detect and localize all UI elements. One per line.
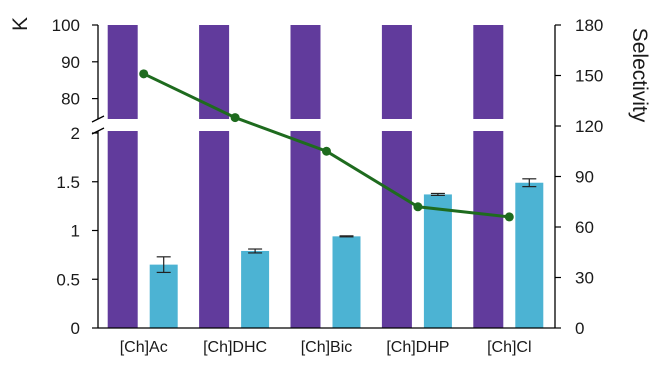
bar-blue xyxy=(332,236,361,328)
right-axis-title: Selectivity xyxy=(628,28,651,123)
selectivity-point xyxy=(230,113,240,123)
category-label: [Ch]Cl xyxy=(487,339,531,356)
category-label: [Ch]DHC xyxy=(203,339,267,356)
axis-break-gap xyxy=(90,119,563,131)
bars-layer xyxy=(90,25,563,328)
category-label: [Ch]DHP xyxy=(386,339,449,356)
left-tick-label: 90 xyxy=(61,53,80,72)
axis-break-mark xyxy=(91,115,105,123)
selectivity-line-layer xyxy=(139,69,514,222)
left-tick-label: 100 xyxy=(52,16,80,35)
category-label: [Ch]Ac xyxy=(120,339,168,356)
bar-blue xyxy=(423,194,452,328)
selectivity-point xyxy=(504,212,514,222)
bar-purple xyxy=(473,25,504,328)
right-tick-label: 120 xyxy=(575,117,603,136)
bar-blue xyxy=(241,250,270,328)
right-tick-label: 90 xyxy=(575,168,594,187)
bar-blue xyxy=(515,182,544,328)
bar-purple xyxy=(107,25,138,328)
left-tick-label: 0.5 xyxy=(56,270,80,289)
left-axis-title: K xyxy=(9,17,32,31)
right-tick-label: 30 xyxy=(575,269,594,288)
axes-layer: [Ch]Ac [Ch]DHC [Ch]Bic [Ch]DHP [Ch]Cl 0 0.5 1 1.… xyxy=(52,16,604,356)
right-tick-label: 180 xyxy=(575,16,603,35)
selectivity-point xyxy=(139,69,149,79)
bar-blue xyxy=(149,264,178,328)
left-tick-label: 1.5 xyxy=(56,173,80,192)
selectivity-point xyxy=(413,202,423,212)
selectivity-point xyxy=(322,146,331,156)
right-tick-label: 60 xyxy=(575,218,594,237)
left-tick-label: 0 xyxy=(71,319,80,338)
bar-purple xyxy=(199,25,230,328)
left-tick-label: 1 xyxy=(71,222,80,241)
right-tick-label: 150 xyxy=(575,67,603,86)
left-tick-label: 80 xyxy=(61,90,80,109)
selectivity-line xyxy=(143,72,510,219)
right-tick-label: 0 xyxy=(575,319,584,338)
left-tick-label: 2 xyxy=(71,124,80,143)
bar-purple xyxy=(290,25,321,328)
bar-purple xyxy=(381,25,412,328)
category-label: [Ch]Bic xyxy=(301,339,353,356)
